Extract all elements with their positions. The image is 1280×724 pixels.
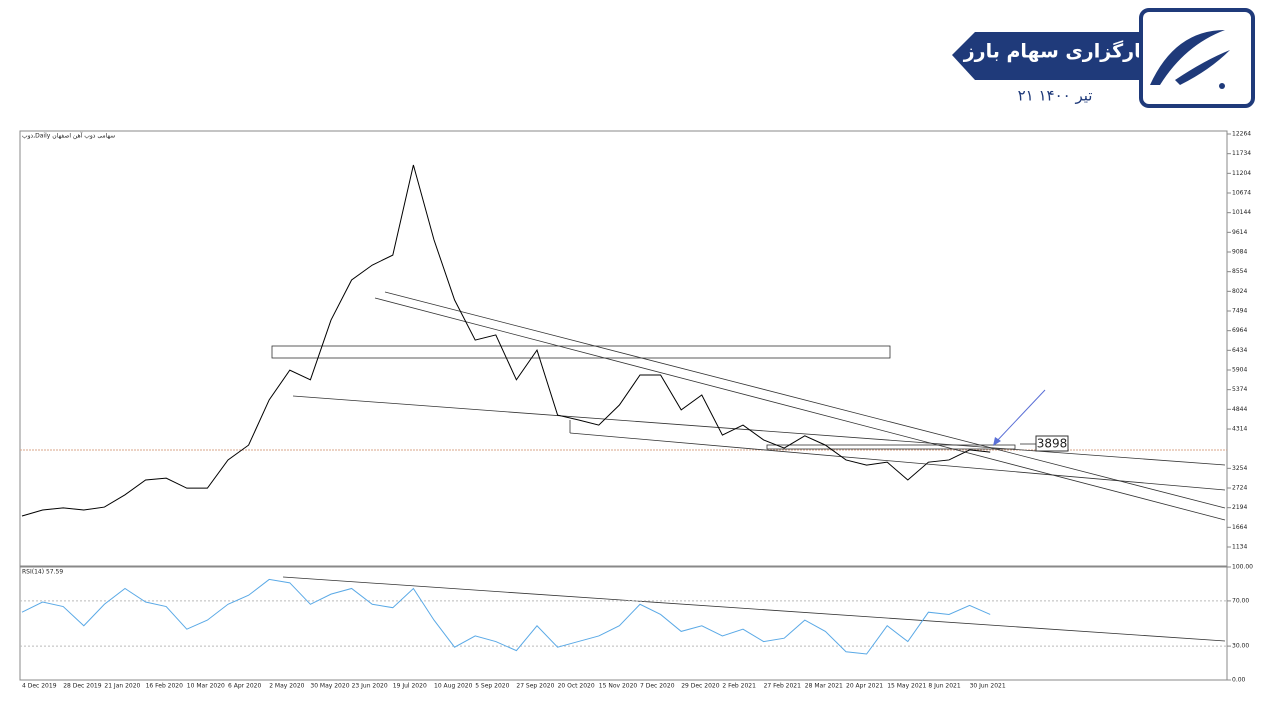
y-tick-label: 6964 bbox=[1232, 327, 1247, 334]
x-tick-label: 23 Jun 2020 bbox=[352, 683, 388, 690]
x-tick-label: 15 May 2021 bbox=[887, 683, 926, 690]
x-tick-label: 21 Jan 2020 bbox=[104, 683, 140, 690]
x-tick-label: 10 Aug 2020 bbox=[434, 683, 473, 690]
trend-drawings bbox=[271, 291, 1226, 642]
y-tick-label: 1134 bbox=[1232, 544, 1247, 551]
x-tick-label: 4 Dec 2019 bbox=[22, 683, 57, 690]
date: ۲۱ تیر ۱۴۰۰ bbox=[1018, 87, 1093, 105]
x-tick-label: 20 Apr 2021 bbox=[846, 683, 883, 690]
x-tick-label: 28 Dec 2019 bbox=[63, 683, 102, 690]
header-banner bbox=[952, 32, 1145, 80]
price-panel bbox=[19, 130, 1228, 567]
annotation-box bbox=[1035, 435, 1069, 452]
x-tick-label: 15 Nov 2020 bbox=[599, 683, 638, 690]
y-tick-label: 12264 bbox=[1232, 131, 1251, 138]
logo-shape bbox=[1175, 50, 1230, 85]
y-tick-label: 6434 bbox=[1232, 347, 1247, 354]
chart-title: ذوب,Daily سهامی ذوب آهن اصفهان bbox=[22, 131, 115, 140]
arrow bbox=[994, 389, 1046, 444]
x-tick-label: 10 Mar 2020 bbox=[187, 683, 225, 690]
y-tick-label: 10144 bbox=[1232, 209, 1251, 216]
x-tick-label: 30 Jun 2021 bbox=[970, 683, 1006, 690]
x-tick-label: 6 Apr 2020 bbox=[228, 683, 261, 690]
x-tick-label: 19 Jul 2020 bbox=[393, 683, 427, 690]
x-tick-label: 20 Oct 2020 bbox=[558, 683, 595, 690]
y-tick-label: 5374 bbox=[1232, 386, 1247, 393]
x-tick-label: 5 Sep 2020 bbox=[475, 683, 509, 690]
y-tick-label: 5904 bbox=[1232, 367, 1247, 374]
logo-dot bbox=[1219, 83, 1225, 89]
rsi-title: RSI(14) 57.59 bbox=[22, 569, 63, 576]
y-tick-label: 30.00 bbox=[1232, 643, 1249, 650]
x-tick-label: 27 Feb 2021 bbox=[764, 683, 802, 690]
x-tick-label: 30 May 2020 bbox=[310, 683, 349, 690]
y-tick-label: 10674 bbox=[1232, 190, 1251, 197]
y-tick-label: 9614 bbox=[1232, 229, 1247, 236]
x-tick-label: 28 Mar 2021 bbox=[805, 683, 843, 690]
series-line bbox=[21, 578, 991, 655]
y-tick-label: 7494 bbox=[1232, 308, 1247, 315]
x-tick-label: 29 Dec 2020 bbox=[681, 683, 720, 690]
x-tick-label: 8 Jun 2021 bbox=[928, 683, 960, 690]
y-tick-label: 0.00 bbox=[1232, 677, 1246, 684]
x-tick-label: 2 May 2020 bbox=[269, 683, 304, 690]
y-tick-label: 11204 bbox=[1232, 170, 1251, 177]
y-tick-label: 1664 bbox=[1232, 524, 1247, 531]
y-tick-label: 11734 bbox=[1232, 150, 1251, 157]
x-tick-label: 2 Feb 2021 bbox=[722, 683, 756, 690]
y-tick-label: 3254 bbox=[1232, 465, 1247, 472]
y-tick-label: 9084 bbox=[1232, 249, 1247, 256]
y-tick-label: 2194 bbox=[1232, 504, 1247, 511]
broker-name: کارگزاری سهام بارز bbox=[963, 40, 1153, 63]
y-tick-label: 4314 bbox=[1232, 426, 1247, 433]
y-tick-label: 70.00 bbox=[1232, 597, 1249, 604]
x-tick-label: 7 Dec 2020 bbox=[640, 683, 675, 690]
logo-shape bbox=[1150, 30, 1225, 85]
arrow-head bbox=[993, 437, 1001, 446]
series-line bbox=[21, 164, 991, 517]
logo bbox=[1139, 8, 1255, 108]
y-tick-label: 2724 bbox=[1232, 485, 1247, 492]
y-tick-label: 4844 bbox=[1232, 406, 1247, 413]
rsi-panel bbox=[19, 566, 1228, 681]
x-tick-label: 27 Sep 2020 bbox=[516, 683, 554, 690]
y-tick-label: 8554 bbox=[1232, 268, 1247, 275]
y-tick-label: 8024 bbox=[1232, 288, 1247, 295]
x-tick-label: 16 Feb 2020 bbox=[146, 683, 184, 690]
annotation: 3898 bbox=[1037, 437, 1068, 451]
y-tick-label: 100.00 bbox=[1232, 564, 1253, 571]
